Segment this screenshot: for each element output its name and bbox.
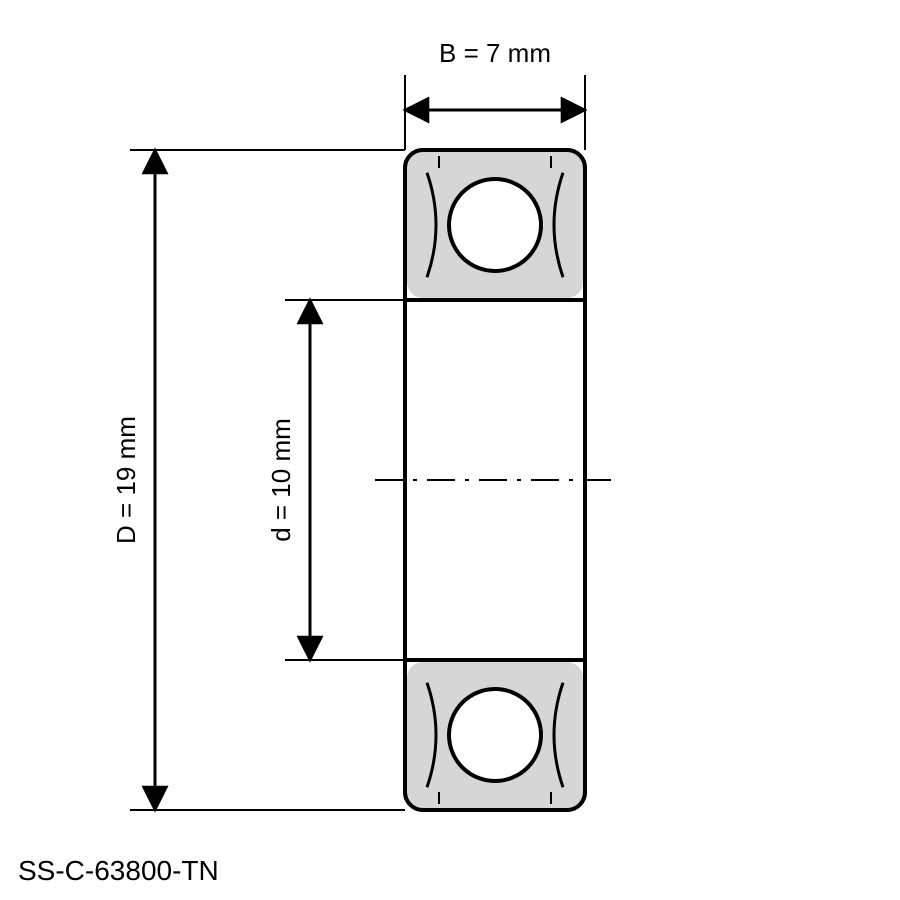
part-number-label: SS-C-63800-TN — [18, 855, 219, 886]
dim-d-label: d = 10 mm — [266, 418, 296, 542]
dim-b-label: B = 7 mm — [439, 38, 551, 68]
ball-top — [449, 179, 541, 271]
bearing-cross-section-diagram: B = 7 mm D = 19 mm d = 10 mm SS-C-63800-TN — [0, 0, 900, 900]
ball-bottom — [449, 689, 541, 781]
dim-D-label: D = 19 mm — [111, 416, 141, 544]
